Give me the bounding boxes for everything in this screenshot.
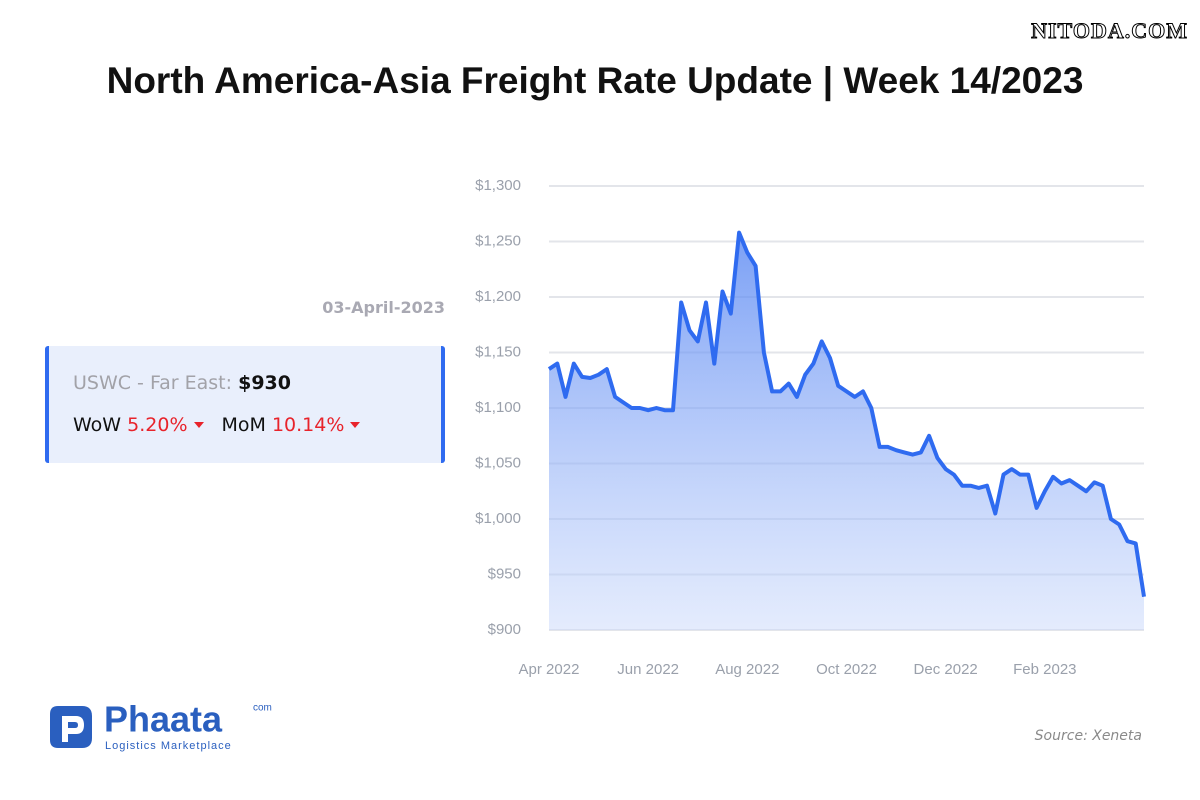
y-tick-label: $1,150 — [475, 343, 521, 360]
logo: Phaata com Logistics Marketplace — [50, 700, 272, 752]
mom-label: MoM — [221, 414, 266, 436]
x-tick-label: Jun 2022 — [617, 661, 679, 678]
x-tick-label: Apr 2022 — [519, 661, 580, 678]
mom: 10.14% — [271, 414, 345, 436]
logo-icon — [50, 706, 92, 748]
down-arrow — [193, 422, 204, 428]
x-tick-label: Oct 2022 — [816, 661, 877, 678]
source: Source: Xeneta — [1034, 728, 1142, 744]
y-tick-label: $1,000 — [475, 510, 521, 527]
page-title: North America-Asia Freight Rate Update |… — [106, 60, 1084, 101]
area — [549, 232, 1144, 630]
route-line: USWC - Far East: $930 — [73, 372, 291, 394]
price: $930 — [238, 372, 291, 394]
rate-panel: USWC - Far East: $930 WoW 5.20% MoM 10.14… — [45, 346, 445, 463]
wow-label: WoW — [73, 414, 122, 436]
y-tick-label: $1,250 — [475, 232, 521, 249]
y-tick-label: $900 — [488, 621, 521, 638]
x-tick-label: Feb 2023 — [1013, 661, 1076, 678]
wow: 5.20% — [127, 414, 188, 436]
watermark: NITODA.COM — [1031, 18, 1188, 44]
y-tick-label: $950 — [488, 565, 521, 582]
logo-domain: com — [253, 703, 272, 714]
x-tick-label: Aug 2022 — [715, 661, 779, 678]
y-tick-label: $1,200 — [475, 288, 521, 305]
y-tick-label: $1,050 — [475, 454, 521, 471]
change-line: WoW 5.20% MoM 10.14% — [73, 414, 378, 436]
y-tick-label: $1,100 — [475, 399, 521, 416]
down-arrow — [350, 422, 361, 428]
logo-p — [62, 716, 84, 742]
line — [547, 230, 1146, 598]
logo-tagline: Logistics Marketplace — [105, 740, 232, 752]
logo-name: Phaata — [104, 700, 223, 740]
x-tick-label: Dec 2022 — [914, 661, 978, 678]
date: 03-April-2023 — [322, 298, 445, 317]
y-tick-label: $1,300 — [475, 177, 521, 194]
route: USWC - Far East: — [73, 372, 233, 394]
